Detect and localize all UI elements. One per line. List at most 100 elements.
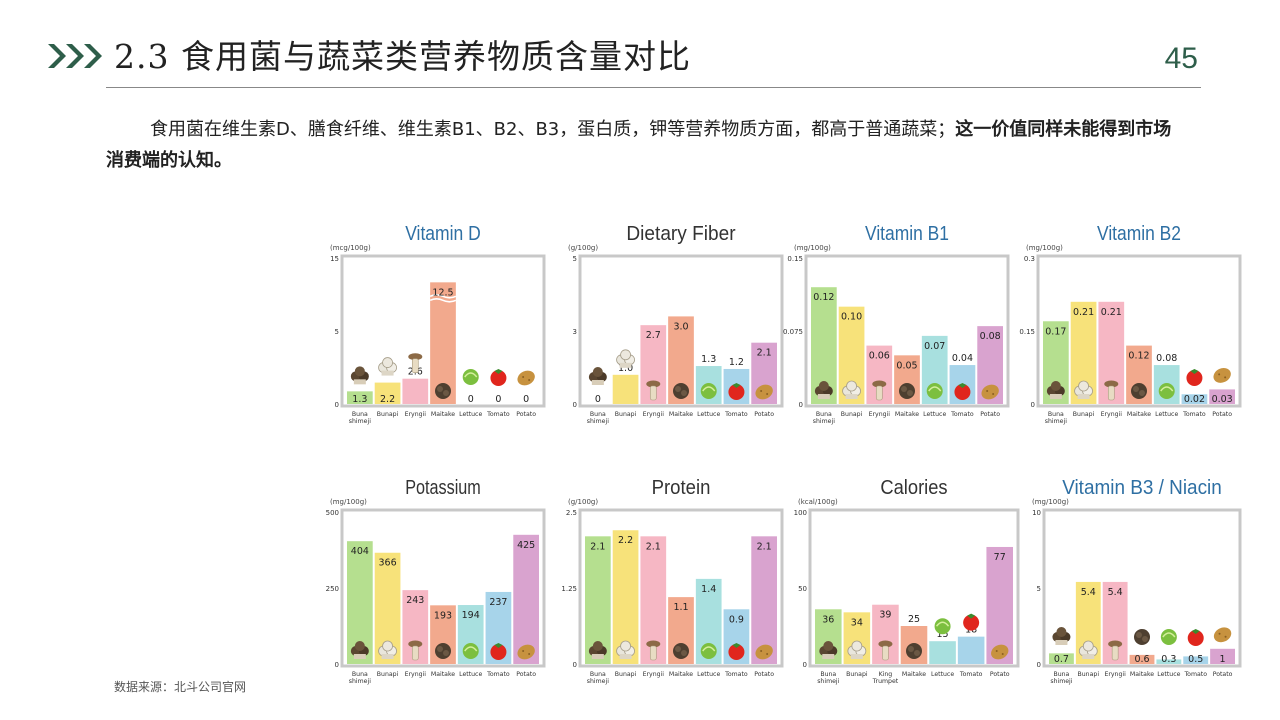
bar-bunapi	[374, 382, 401, 404]
bar-tomato	[1181, 394, 1208, 404]
bar-value-label: 2.7	[646, 330, 661, 341]
chart-title: Vitamin D	[405, 223, 481, 245]
x-tick-label: Buna	[590, 671, 606, 678]
bar-value-label: 36	[822, 614, 834, 625]
summary-text: 食用菌在维生素D、膳食纤维、维生素B1、B2、B3，蛋白质，钾等营养物质方面，都…	[150, 119, 956, 140]
y-tick-label: 0.075	[783, 328, 803, 336]
chart-title: Calories	[880, 477, 947, 499]
x-tick-label: Buna	[590, 411, 606, 418]
food-icon-1	[1078, 640, 1098, 659]
x-tick-label: Eryngii	[1104, 671, 1126, 678]
chart-unit: (g/100g)	[568, 498, 598, 506]
bar-value-label: 0.12	[1128, 351, 1149, 362]
bar-value-label: 0.03	[1212, 394, 1233, 405]
x-tick-label: shimeji	[1050, 678, 1072, 685]
food-icon-6	[1213, 627, 1232, 643]
bar-value-label: 0.5	[1188, 654, 1203, 665]
x-tick-label: Bunapi	[1078, 671, 1100, 678]
x-tick-label: Eryngii	[643, 411, 665, 418]
y-tick-label: 0	[803, 661, 807, 669]
food-icon-5	[963, 613, 980, 631]
chart-svg-vitamin-b2: Vitamin B2 (mg/100g) 0.3 0.15 0 0.17 Bunashime…	[1019, 223, 1242, 425]
y-tick-label: 0	[335, 661, 339, 669]
chart-vitamin-d: Vitamin D (mcg/100g) 15 5 0 1.3 Buna shimeji 2.2…	[328, 220, 548, 440]
x-tick-label: Lettuce	[697, 411, 720, 418]
bar-bunapi	[612, 374, 639, 404]
x-tick-label: shimeji	[349, 678, 371, 685]
chart-vitamin-b2: Vitamin B2 (mg/100g) 0.3 0.15 0 0.17 Buna shime…	[1019, 220, 1244, 440]
food-icon-4	[462, 369, 479, 385]
x-tick-label: Lettuce	[1157, 671, 1180, 678]
food-icon-0	[350, 366, 369, 385]
food-icon-2	[408, 640, 423, 661]
x-tick-label: shimeji	[349, 418, 371, 425]
food-icon-2	[872, 380, 887, 401]
food-icon-4	[462, 643, 479, 659]
food-icon-1	[616, 640, 635, 659]
x-tick-label: Maitake	[431, 411, 455, 418]
food-icon-3	[673, 383, 689, 399]
food-icon-0	[819, 641, 838, 659]
bar-value-label: 2.2	[380, 394, 395, 405]
bar-value-label: 237	[489, 597, 507, 608]
chart-title: Vitamin B1	[865, 223, 949, 245]
x-tick-label: Lettuce	[697, 671, 720, 678]
x-tick-label: Tomato	[486, 671, 510, 678]
food-icon-5	[490, 369, 507, 386]
food-icon-4	[1158, 383, 1175, 399]
food-icon-3	[1134, 629, 1150, 645]
y-tick-label: 50	[798, 585, 807, 593]
food-icon-3	[435, 643, 451, 659]
x-tick-label: Lettuce	[459, 411, 482, 418]
x-tick-label: Buna	[1048, 411, 1064, 418]
bar-value-label: 34	[851, 617, 863, 628]
bar-value-label: 0.06	[869, 351, 890, 362]
food-icon-4	[700, 383, 717, 399]
food-icon-5	[728, 643, 745, 660]
chart-vitamin-b1: Vitamin B1 (mg/100g) 0.15 0.075 0 0.12 Buna shi…	[783, 220, 1012, 440]
food-icon-6	[755, 384, 773, 400]
bar-value-label: 0	[523, 394, 529, 405]
y-tick-label: 0	[335, 401, 339, 409]
bar-tomato	[957, 636, 985, 664]
bar-value-label: 1.0	[618, 363, 633, 374]
y-tick-label: 0	[1031, 401, 1035, 409]
x-tick-label: Maitake	[669, 671, 693, 678]
food-icon-0	[814, 381, 833, 399]
chart-title: Dietary Fiber	[626, 223, 736, 245]
y-tick-label: 0	[1037, 661, 1041, 669]
food-icon-6	[517, 370, 535, 386]
x-tick-label: shimeji	[817, 678, 839, 685]
x-tick-label: Eryngii	[643, 671, 665, 678]
y-tick-label: 250	[326, 585, 339, 593]
x-tick-label: Trumpet	[872, 678, 899, 685]
chart-unit: (g/100g)	[568, 244, 598, 252]
x-tick-label: Bunapi	[846, 671, 868, 678]
x-tick-label: Buna	[816, 411, 832, 418]
food-icon-5	[1187, 629, 1204, 646]
bar-value-label: 1.3	[352, 394, 367, 405]
x-tick-label: Bunapi	[841, 411, 863, 418]
x-tick-label: Eryngii	[405, 671, 427, 678]
food-icon-5	[728, 383, 745, 400]
food-icon-1	[842, 380, 861, 399]
food-icon-2	[1104, 380, 1119, 401]
chart-title: Vitamin B3 / Niacin	[1062, 477, 1222, 499]
bar-potato	[513, 534, 539, 664]
x-tick-label: Maitake	[902, 671, 926, 678]
food-icon-5	[1186, 369, 1203, 386]
bar-value-label: 1.3	[701, 354, 716, 365]
x-tick-label: shimeji	[813, 418, 835, 425]
x-tick-label: shimeji	[587, 678, 609, 685]
x-tick-label: Buna	[352, 411, 368, 418]
bar-potato	[751, 536, 777, 664]
x-tick-label: Tomato	[1182, 411, 1206, 418]
bar-value-label: 25	[908, 614, 920, 625]
y-tick-label: 0.15	[787, 255, 803, 263]
bar-value-label: 366	[379, 558, 397, 569]
y-tick-label: 5	[335, 328, 339, 336]
bar-value-label: 0.08	[1156, 353, 1177, 364]
x-tick-label: Potato	[1212, 411, 1232, 418]
y-tick-label: 0.15	[1019, 328, 1035, 336]
